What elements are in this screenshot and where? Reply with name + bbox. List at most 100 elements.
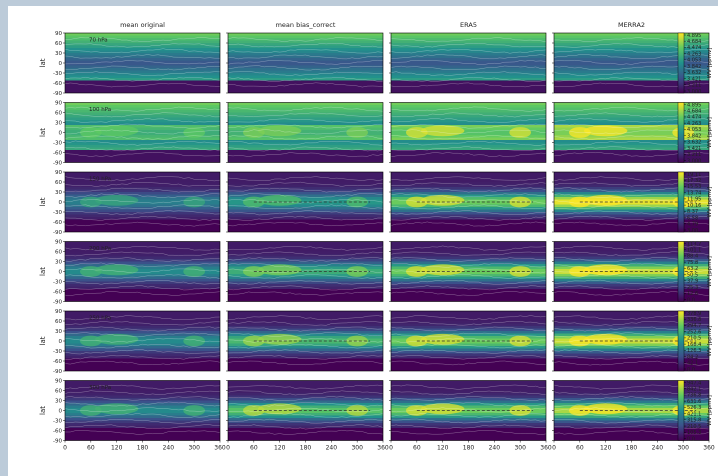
colorbar-tick-label: 63.2: [687, 266, 698, 272]
y-tick-label: -90: [53, 230, 62, 236]
heatmap-band: [65, 333, 220, 337]
x-tick-label: 0: [226, 445, 230, 452]
x-tick-label: 360: [377, 445, 389, 452]
heatmap-band: [391, 35, 546, 39]
contour-line: [228, 129, 383, 135]
heatmap-band: [228, 120, 383, 124]
heatmap-band: [391, 433, 546, 437]
contour-line: [65, 146, 220, 152]
heatmap-panel: 100 hPa 90 60 30 0 -30 -60 -90: [53, 101, 221, 167]
heatmap-band: [65, 346, 220, 350]
heatmap-band: [65, 152, 220, 156]
heatmap-band: [554, 435, 709, 439]
heatmap-band: [391, 50, 546, 54]
colorbar-tick-label: 4.895: [687, 33, 701, 39]
heatmap-band: [228, 269, 383, 273]
heatmap-band: [65, 122, 220, 126]
colorbar-gradient: [677, 102, 685, 163]
heatmap-band: [554, 418, 709, 422]
heatmap-band: [65, 142, 220, 146]
heatmap-band: [65, 415, 220, 419]
heatmap-band: [391, 70, 546, 74]
colorbar-tick-label: 168.4: [687, 342, 701, 348]
column-title: mean original: [120, 21, 165, 29]
heatmap-band: [65, 45, 220, 49]
heatmap-band: [391, 313, 546, 317]
y-tick-label: 90: [55, 101, 62, 107]
heatmap-band: [554, 202, 709, 206]
heatmap-band: [228, 140, 383, 144]
heatmap-band: [554, 112, 709, 116]
heatmap-panel: 0 60 120 180 240 300 360: [389, 380, 552, 452]
y-axis-label: lat: [39, 58, 47, 67]
colorbar-tick-label: 3.000: [687, 158, 701, 164]
heatmap-band: [65, 125, 220, 129]
y-tick-label: 0: [59, 61, 63, 67]
heatmap-panel: [226, 32, 384, 94]
heatmap-band: [65, 358, 220, 362]
contour-line: [391, 349, 546, 354]
contour-line: [391, 59, 546, 65]
heatmap-band: [554, 209, 709, 213]
heatmap-band: [65, 189, 220, 193]
colorbar: 4.8954.6844.4744.2634.0533.8423.6323.421…: [677, 102, 713, 164]
contour-line: [228, 187, 383, 193]
moisture-maximum: [346, 127, 369, 138]
heatmap-band: [391, 366, 546, 370]
x-tick-label: 120: [600, 445, 612, 452]
heatmap-band: [554, 430, 709, 434]
y-tick-label: 60: [55, 180, 62, 186]
heatmap-band: [554, 60, 709, 64]
y-tick-label: -30: [53, 141, 62, 147]
heatmap-band: [391, 281, 546, 285]
contour-line: [65, 413, 220, 418]
contour-line: [228, 193, 383, 198]
heatmap-band: [65, 227, 220, 231]
heatmap-band: [65, 179, 220, 183]
heatmap-band: [554, 353, 709, 357]
colorbar-tick-label: 4.684: [687, 109, 701, 115]
heatmap-band: [65, 197, 220, 201]
x-tick-label: 240: [652, 445, 664, 452]
heatmap-band: [391, 438, 546, 441]
heatmap-band: [65, 341, 220, 345]
heatmap-band: [228, 38, 383, 42]
heatmap-band: [554, 204, 709, 208]
heatmap-band: [228, 112, 383, 116]
heatmap-band: [65, 150, 220, 154]
heatmap-band: [65, 256, 220, 260]
heatmap-band: [65, 313, 220, 317]
contour-line: [65, 279, 220, 285]
heatmap-band: [391, 102, 546, 106]
heatmap-band: [391, 286, 546, 290]
pressure-level-label: 250 hPa: [89, 315, 111, 321]
heatmap-band: [65, 259, 220, 263]
y-tick-label: -90: [53, 161, 62, 167]
contour-line: [391, 141, 546, 146]
y-tick-label: -30: [53, 71, 62, 77]
heatmap-band: [65, 296, 220, 300]
heatmap-band: [391, 137, 546, 141]
heatmap-band: [228, 244, 383, 248]
contour-line: [391, 407, 546, 413]
heatmap-band: [554, 142, 709, 146]
contour-line: [228, 65, 383, 71]
heatmap-band: [228, 415, 383, 419]
heatmap-band: [228, 145, 383, 149]
heatmap-band: [65, 279, 220, 283]
heatmap-band: [391, 398, 546, 402]
heatmap-band: [65, 420, 220, 424]
heatmap-band: [391, 45, 546, 49]
contour-line: [391, 413, 546, 418]
heatmap-band: [554, 244, 709, 248]
colorbar-tick-label: 3.211: [687, 83, 701, 89]
contour-line: [228, 106, 383, 112]
contour-line: [391, 355, 546, 360]
y-tick-label: 30: [55, 260, 62, 266]
heatmap-band: [391, 33, 546, 37]
contour-line: [228, 54, 383, 60]
heatmap-band: [228, 413, 383, 417]
heatmap-band: [554, 311, 709, 315]
heatmap-band: [65, 137, 220, 141]
